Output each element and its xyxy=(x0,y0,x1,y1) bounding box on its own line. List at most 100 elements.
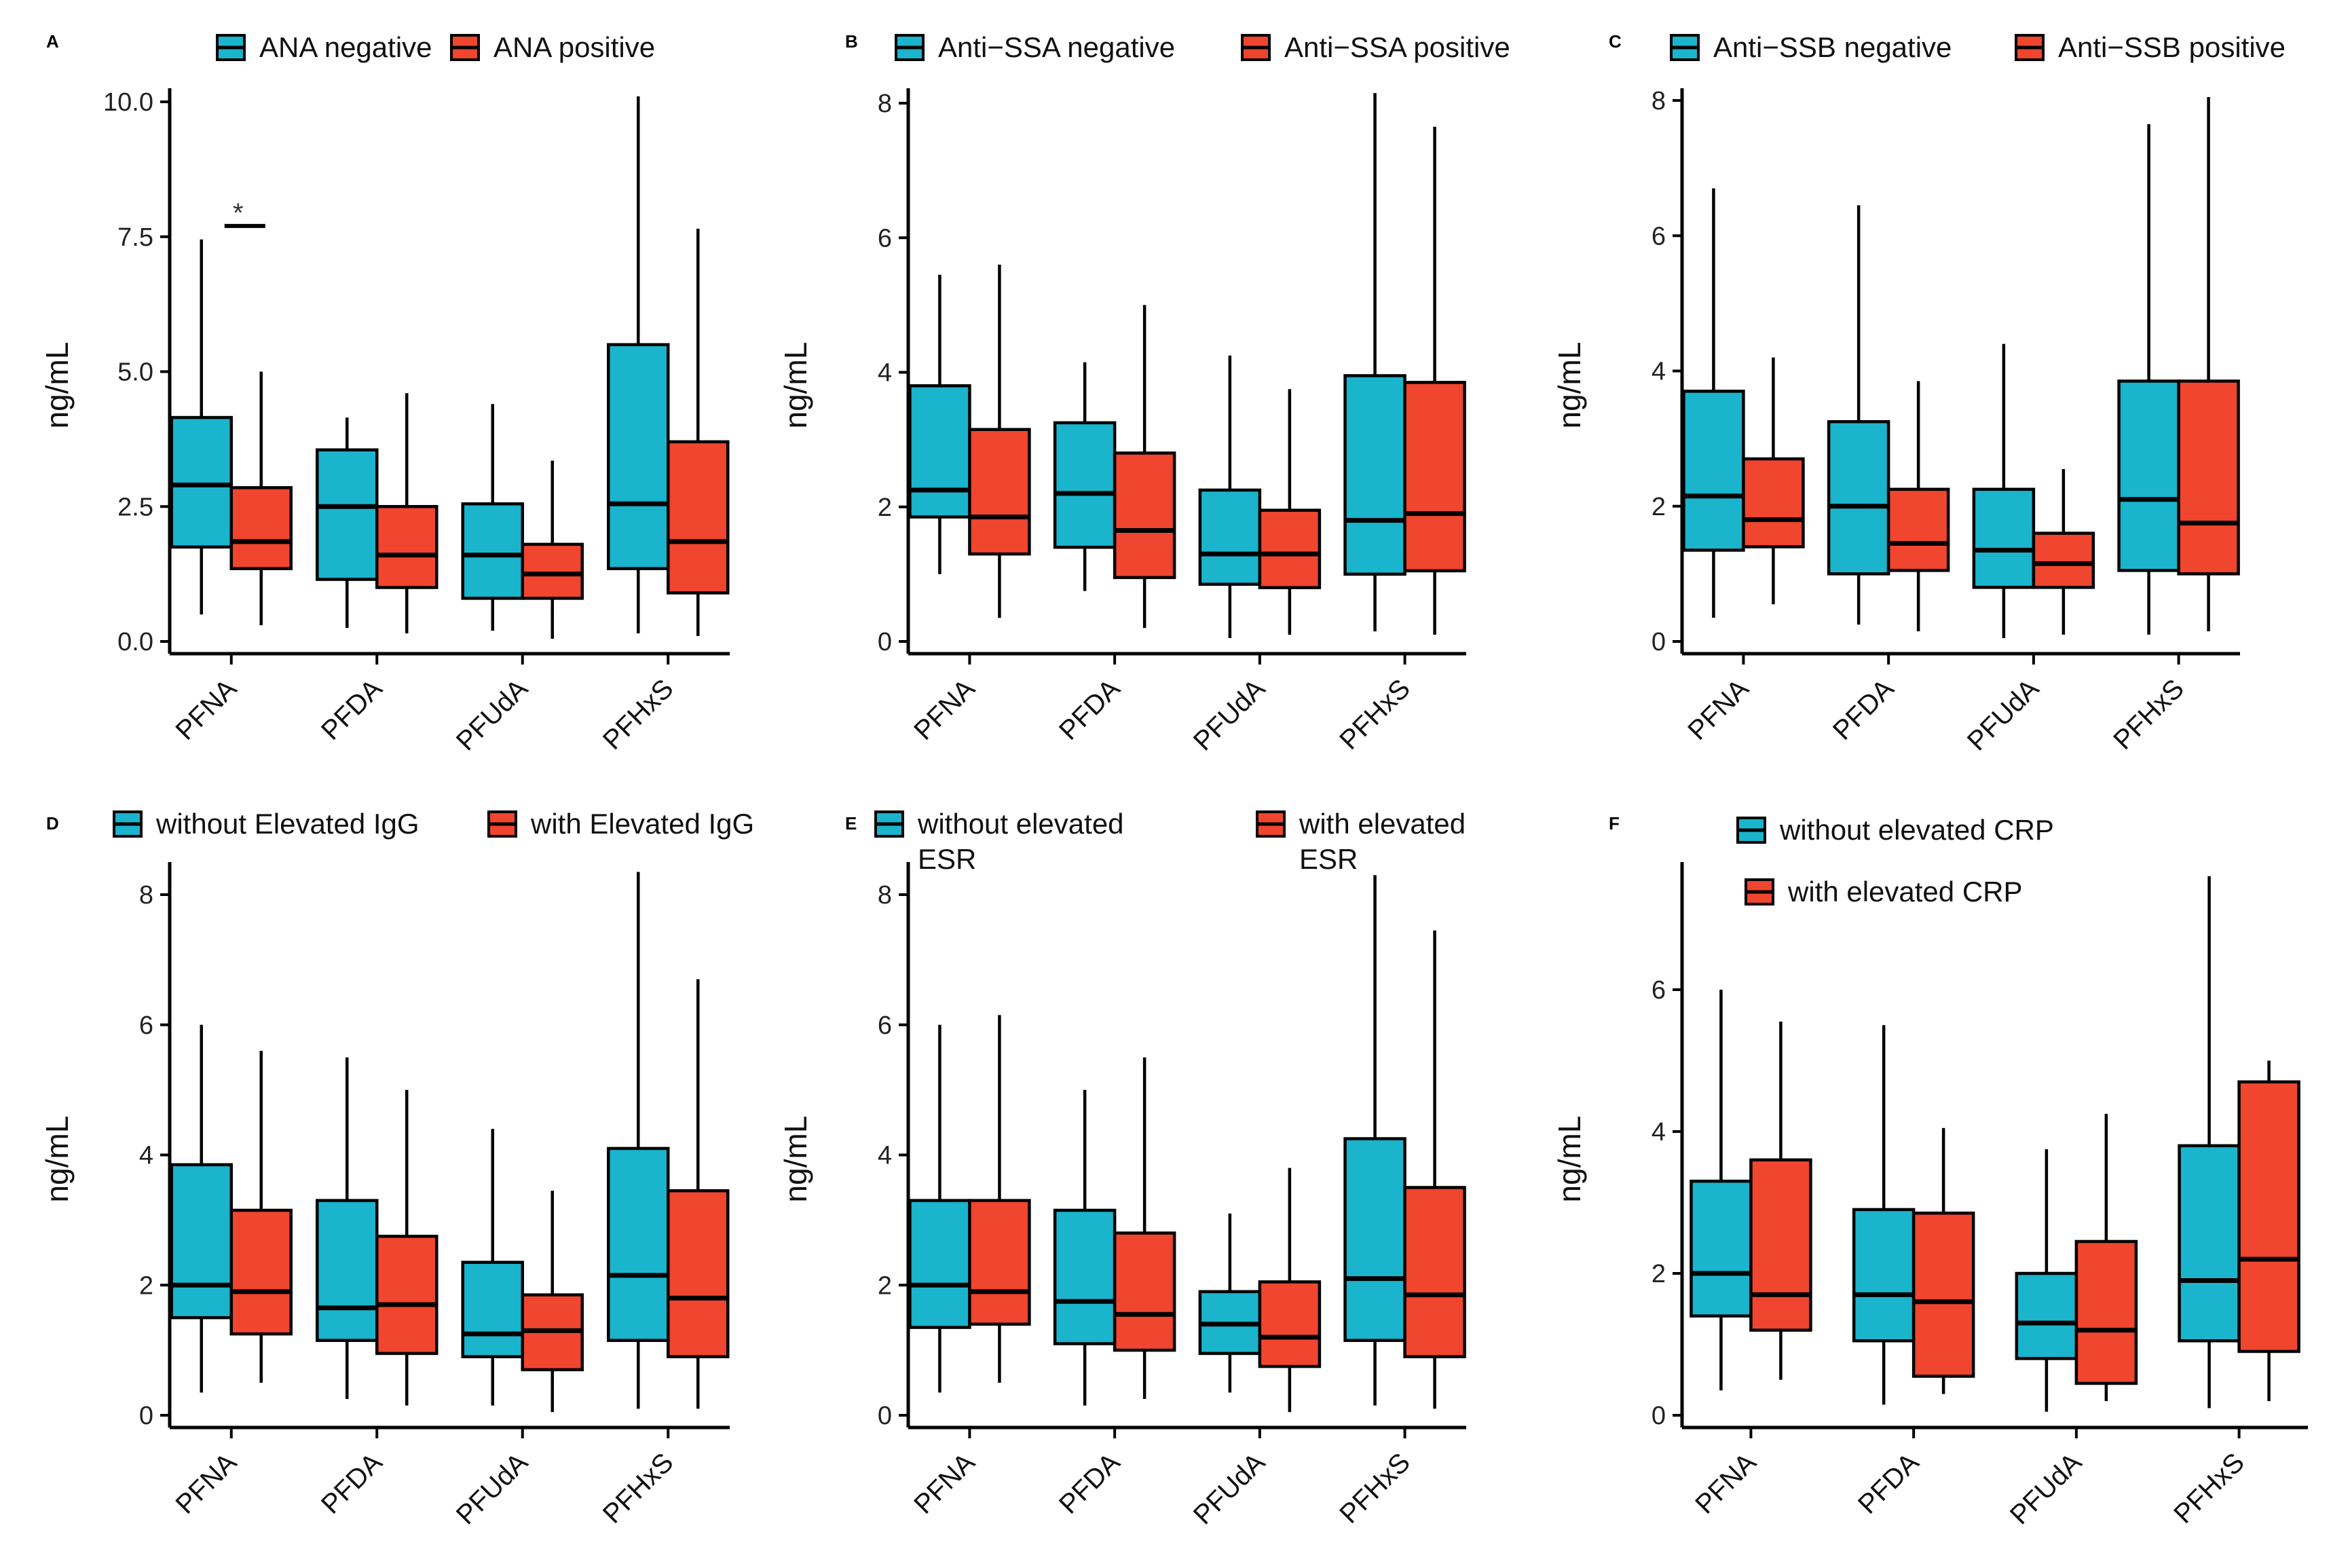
box-iqr xyxy=(1682,390,1745,552)
y-tick-label: 4 xyxy=(878,1142,892,1170)
box-iqr xyxy=(316,448,379,581)
y-tick-label: 6 xyxy=(139,1011,153,1040)
panel-B: Bng/mL 0 2 4 6 8 PFNA PFDA PFUdA PFHxS Anti−SSA ne… xyxy=(778,31,1510,757)
box-pfda-positive xyxy=(1113,1057,1176,1400)
x-tick-label-pfda: PFDA xyxy=(1827,673,1900,746)
box-pfda-positive xyxy=(375,1089,439,1406)
y-tick-label: 5.0 xyxy=(117,358,153,387)
x-tick-label-pfuda: PFUdA xyxy=(1962,673,2045,757)
y-tick-label: 4 xyxy=(1652,1118,1666,1146)
legend-label-0: Anti−SSA negative xyxy=(938,31,1175,63)
box-pfna-positive xyxy=(229,371,293,626)
box-pfuda-negative xyxy=(1198,1213,1262,1393)
panel-D: Dng/mL 0 2 4 6 8 PFNA PFDA PFUdA PFHxS without Ele… xyxy=(39,808,754,1531)
box-pfna-negative xyxy=(1682,188,1745,618)
y-tick-label: 8 xyxy=(878,881,892,910)
x-tick-label-pfuda: PFUdA xyxy=(451,1447,534,1531)
legend-label-line: with elevated xyxy=(1299,808,1466,840)
legend-label-0: ANA negative xyxy=(259,31,432,63)
legend-label-0: without elevated ESR xyxy=(917,808,1124,875)
y-tick-label: 6 xyxy=(1652,222,1666,250)
box-iqr xyxy=(1258,508,1322,589)
box-pfuda-positive xyxy=(1258,389,1322,635)
panel-A: Ang/mL 0.0 2.5 5.0 7.5 10.0 PFNA PFDA PFUdA PFHxS… xyxy=(39,31,730,757)
y-tick-label: 0 xyxy=(139,1402,153,1430)
legend-key-1 xyxy=(1256,810,1286,838)
y-tick-label: 2 xyxy=(878,493,892,522)
x-tick-label-pfna: PFNA xyxy=(908,673,981,746)
y-tick-label: 0 xyxy=(878,1402,892,1430)
x-tick-label-pfna: PFNA xyxy=(1682,673,1755,746)
box-iqr xyxy=(667,440,730,595)
panel-letter: F xyxy=(1609,813,1620,834)
box-iqr xyxy=(1198,488,1262,586)
box-pfda-positive xyxy=(1911,1127,1975,1394)
box-pfna-positive xyxy=(968,1015,1031,1383)
legend-label-1: with elevated ESR xyxy=(1299,808,1466,875)
x-tick-label-pfda: PFDA xyxy=(1053,673,1126,746)
box-iqr xyxy=(1690,1179,1753,1318)
box-iqr xyxy=(1886,487,1950,572)
box-pfda-negative xyxy=(1852,1025,1916,1405)
box-iqr xyxy=(1343,374,1406,576)
box-iqr xyxy=(968,428,1031,556)
box-iqr xyxy=(607,1146,670,1342)
box-pfda-negative xyxy=(316,1057,379,1400)
box-iqr xyxy=(1911,1211,1975,1378)
box-iqr xyxy=(1113,1231,1176,1352)
box-pfna-positive xyxy=(229,1051,293,1383)
box-iqr xyxy=(1403,1186,1466,1358)
box-iqr xyxy=(1852,1208,1916,1343)
box-pfhxs-negative xyxy=(2117,124,2180,635)
y-tick-label: 8 xyxy=(878,90,892,118)
panel-letter: D xyxy=(46,813,59,834)
y-tick-label: 6 xyxy=(1652,976,1666,1005)
box-pfhxs-positive xyxy=(667,979,730,1409)
box-pfuda-positive xyxy=(1258,1168,1322,1413)
box-pfda-positive xyxy=(1113,305,1176,629)
y-tick-label: 0 xyxy=(1652,1402,1666,1430)
x-tick-label-pfuda: PFUdA xyxy=(1188,1447,1271,1531)
y-tick-label: 10.0 xyxy=(103,88,153,117)
x-tick-label-pfna: PFNA xyxy=(908,1447,981,1520)
x-tick-label-pfna: PFNA xyxy=(170,673,243,746)
legend-key-1 xyxy=(1745,878,1774,906)
box-pfhxs-negative xyxy=(1343,875,1406,1406)
legend-key-0 xyxy=(1736,817,1766,844)
x-tick-label-pfda: PFDA xyxy=(316,673,388,746)
y-tick-label: 0.0 xyxy=(117,628,153,656)
legend-label-0: without Elevated IgG xyxy=(155,808,419,840)
x-tick-label-pfhxs: PFHxS xyxy=(1334,1447,1416,1529)
box-pfna-negative xyxy=(908,1024,971,1393)
box-pfna-negative xyxy=(170,1024,233,1393)
box-iqr xyxy=(229,1208,293,1336)
box-iqr xyxy=(375,1235,439,1356)
box-pfna-positive xyxy=(1749,1022,1812,1380)
box-pfna-negative xyxy=(908,274,971,574)
box-pfda-negative xyxy=(1053,1089,1117,1406)
x-tick-label-pfhxs: PFHxS xyxy=(597,673,679,755)
y-tick-label: 2 xyxy=(139,1271,153,1300)
x-tick-label-pfhxs: PFHxS xyxy=(2168,1447,2250,1529)
y-tick-label: 6 xyxy=(878,224,892,253)
y-tick-label: 8 xyxy=(139,881,153,910)
box-iqr xyxy=(375,505,439,589)
x-tick-label-pfhxs: PFHxS xyxy=(2108,673,2190,755)
box-pfuda-negative xyxy=(461,404,524,631)
y-tick-label: 6 xyxy=(878,1011,892,1040)
box-pfuda-positive xyxy=(521,1191,584,1413)
x-tick-label-pfda: PFDA xyxy=(1053,1447,1126,1520)
box-pfda-negative xyxy=(1053,362,1117,591)
box-iqr xyxy=(968,1199,1031,1326)
box-iqr xyxy=(521,542,584,600)
legend-label-line: without elevated xyxy=(917,808,1124,840)
box-pfhxs-negative xyxy=(1343,93,1406,632)
y-tick-label: 4 xyxy=(139,1142,153,1170)
legend-label-line: ESR xyxy=(1299,843,1358,875)
box-pfna-negative xyxy=(170,239,233,615)
legend: without elevated CRP with elevated CRP xyxy=(1736,814,2054,908)
box-pfuda-positive xyxy=(521,460,584,639)
y-axis-label: ng/mL xyxy=(1552,342,1587,429)
